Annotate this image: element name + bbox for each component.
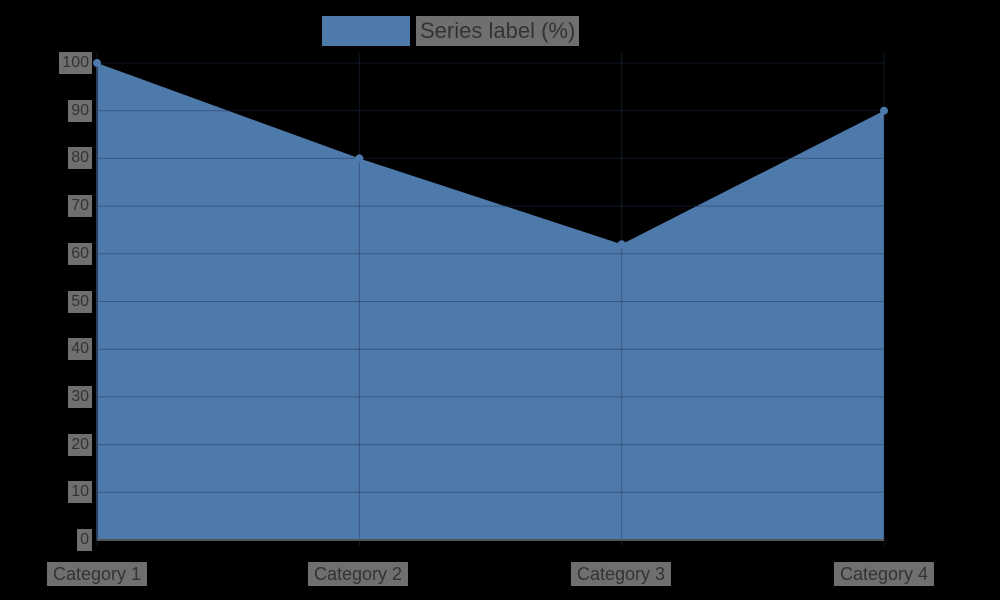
data-point[interactable]: [880, 106, 888, 115]
x-tick-label: Category 1: [46, 562, 148, 586]
chart-legend: Series label (%): [322, 16, 580, 46]
y-tick-label: 70: [68, 195, 92, 218]
y-tick-label: 90: [68, 99, 92, 122]
y-tick-label: 80: [68, 147, 92, 170]
data-point[interactable]: [355, 154, 364, 163]
legend-swatch: [322, 16, 410, 46]
y-tick-label: 0: [77, 529, 92, 551]
y-tick-label: 60: [68, 242, 92, 265]
y-tick-label: 50: [68, 290, 92, 313]
legend-label: Series label (%): [416, 16, 580, 46]
area-series: [97, 63, 884, 540]
y-tick-label: 10: [68, 481, 92, 504]
data-point[interactable]: [617, 240, 626, 249]
y-tick-label: 40: [68, 338, 92, 361]
x-tick-label: Category 2: [307, 562, 409, 586]
x-tick-label: Category 4: [833, 562, 935, 586]
y-tick-label: 20: [68, 433, 92, 456]
y-tick-label: 100: [59, 52, 92, 74]
x-tick-label: Category 3: [570, 562, 672, 586]
data-point[interactable]: [93, 59, 101, 67]
y-tick-label: 30: [68, 385, 92, 408]
